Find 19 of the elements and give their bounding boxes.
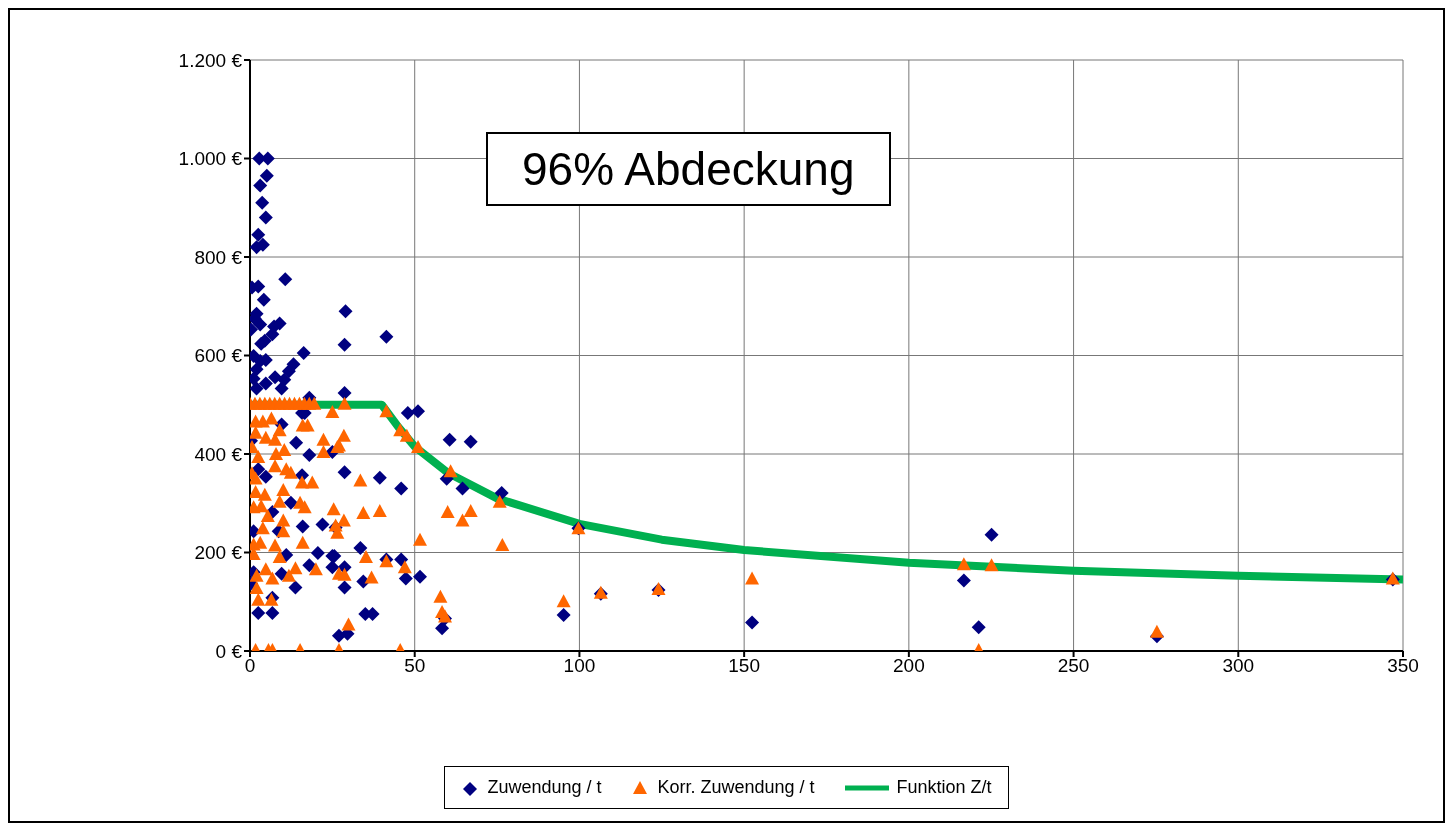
x-tick-label: 0 <box>244 655 256 677</box>
annotation: 96% Abdeckung <box>486 132 891 206</box>
x-tick-label: 100 <box>563 655 596 677</box>
x-tick-label: 350 <box>1387 655 1419 677</box>
legend-label: Korr. Zuwendung / t <box>657 777 815 798</box>
x-tick-label: 50 <box>404 655 426 677</box>
x-tick-label: 150 <box>728 655 760 677</box>
y-tick-label: 1.200 € <box>178 49 243 71</box>
y-tick-label: 400 € <box>194 443 243 465</box>
legend-label: Zuwendung / t <box>487 777 602 798</box>
y-tick-label: 600 € <box>194 345 243 367</box>
y-tick-label: 800 € <box>194 246 243 268</box>
y-tick-label: 0 € <box>215 640 243 662</box>
x-tick-label: 200 <box>893 655 925 677</box>
y-tick-label: 1.000 € <box>178 148 243 170</box>
legend-label: Funktion Z/t <box>896 777 992 798</box>
x-tick-label: 250 <box>1057 655 1090 677</box>
y-tick-label: 200 € <box>194 542 243 564</box>
x-tick-label: 300 <box>1222 655 1255 677</box>
